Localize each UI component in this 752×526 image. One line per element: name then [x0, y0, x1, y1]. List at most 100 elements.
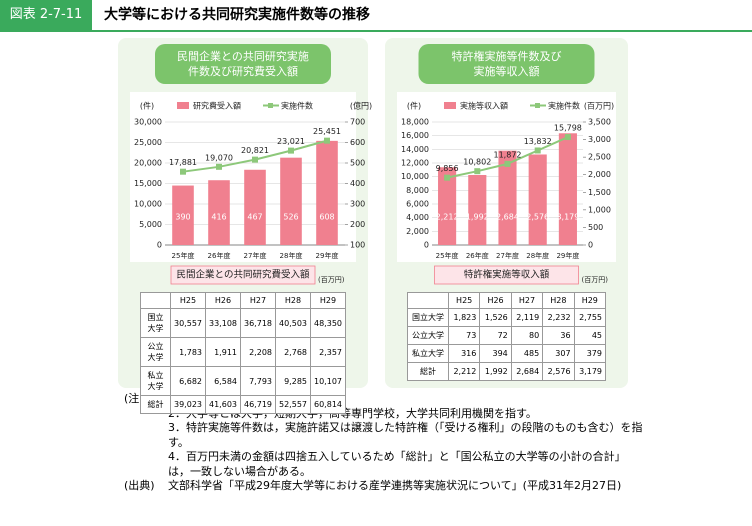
- y-tick-label: 10,000: [134, 200, 162, 209]
- y-tick-label: 5,000: [139, 220, 162, 229]
- table-cell: 73: [447, 326, 481, 345]
- line-marker: [564, 134, 571, 141]
- x-tick-label: 28年度: [280, 251, 303, 260]
- line-marker: [504, 160, 511, 167]
- table-header: H25: [170, 292, 206, 309]
- y-tick-label: 4,000: [406, 213, 429, 222]
- source-row: (出典) 文部科学省「平成29年度大学等における産学連携等実施状況について」(平成…: [124, 479, 644, 494]
- y-tick-label: 12,000: [401, 159, 429, 168]
- table-cell: 41,603: [205, 395, 241, 414]
- panel-heading: 特許権実施等件数及び: [452, 49, 562, 63]
- table-header: H28: [542, 292, 575, 309]
- y-tick-label: 15,000: [134, 179, 162, 188]
- line-label: 15,798: [554, 124, 582, 133]
- table-cell: 307: [542, 344, 575, 363]
- table-cell: 2,232: [542, 308, 575, 327]
- table-cell: 48,350: [310, 308, 346, 338]
- legend-label: 実施件数: [548, 101, 580, 111]
- y2-tick-label: 3,000: [588, 135, 611, 144]
- table-cell: 36: [542, 326, 575, 345]
- table-cell: 9,285: [275, 366, 311, 396]
- y2-tick-label: 2,000: [588, 170, 611, 179]
- data-table: H25 H26 H27 H28 H29 国立大学 30,557 33,108 36,718 40,…: [140, 292, 346, 414]
- line-marker: [444, 174, 451, 181]
- x-tick-label: 29年度: [556, 251, 579, 260]
- y2-tick-label: 0: [588, 241, 593, 250]
- bar: [528, 154, 547, 245]
- line-marker: [288, 147, 294, 154]
- y-tick-label: 0: [157, 241, 162, 250]
- source-label: (出典): [124, 479, 155, 492]
- legend-label: 研究費受入額: [193, 101, 241, 111]
- data-table: H25 H26 H27 H28 H29 国立大学 1,823 1,526 2,119 2,232 2…: [407, 292, 607, 381]
- y-tick-label: 2,000: [406, 227, 429, 236]
- table-cell: 52,557: [275, 395, 311, 414]
- y-tick-label: 18,000: [401, 118, 429, 127]
- line-marker: [216, 163, 222, 170]
- x-tick-label: 28年度: [526, 251, 549, 260]
- table-header: H27: [510, 292, 544, 309]
- y2-tick-label: 100: [350, 241, 365, 250]
- x-tick-label: 26年度: [466, 251, 489, 260]
- bar: [280, 157, 302, 245]
- header: 図表 2-7-11 大学等における共同研究実施件数等の推移: [0, 0, 752, 32]
- table-cell: 私立大学: [407, 344, 449, 363]
- legend-marker: [268, 103, 273, 108]
- table-cell: 30,557: [170, 308, 206, 338]
- bar-label: 2,212: [436, 213, 459, 222]
- table-caption: 民間企業との共同研究費受入額: [177, 269, 310, 281]
- bar-label: 416: [211, 213, 226, 222]
- table-header: H27: [240, 292, 276, 309]
- legend-swatch: [444, 102, 456, 109]
- bar: [438, 167, 457, 245]
- line-label: 20,821: [241, 146, 269, 155]
- x-tick-label: 25年度: [172, 251, 195, 260]
- table-row: 総計 39,023 41,603 46,719 52,557 60,814: [140, 395, 346, 414]
- y2-tick-label: 2,500: [588, 153, 611, 162]
- table-cell: 39,023: [170, 395, 206, 414]
- y-tick-label: 10,000: [401, 172, 429, 181]
- table-cell: 6,682: [170, 366, 206, 396]
- table-cell: 6,584: [205, 366, 241, 396]
- table-caption-box: [434, 265, 579, 285]
- table-row: 公立大学 1,783 1,911 2,208 2,768 2,357: [140, 337, 346, 367]
- line-marker: [180, 168, 186, 175]
- panel-heading-box: [155, 44, 331, 84]
- table-header: H26: [205, 292, 241, 309]
- bar: [172, 185, 194, 245]
- bar-label: 608: [319, 213, 334, 222]
- table-cell: 1,526: [479, 308, 512, 327]
- panel-heading-box: [418, 44, 595, 84]
- y-tick-label: 0: [424, 241, 429, 250]
- table-cell: 46,719: [240, 395, 276, 414]
- table-cell: 80: [510, 326, 544, 345]
- y2-tick-label: 500: [588, 223, 603, 232]
- line-label: 9,856: [436, 164, 459, 173]
- note-row: 4．百万円未満の金額は四捨五入しているため「総計」と「国公私立の大学等の小計の合…: [124, 450, 644, 479]
- bar-label: 526: [283, 213, 298, 222]
- table-header: H25: [447, 292, 481, 309]
- line-label: 19,070: [205, 153, 233, 162]
- table-cell: 総計: [407, 362, 449, 381]
- table-corner: [140, 292, 171, 309]
- legend-label: 実施件数: [281, 101, 313, 111]
- source-text: 文部科学省「平成29年度大学等における産学連携等実施状況について」(平成31年2…: [168, 479, 622, 492]
- table-cell: 2,768: [275, 337, 311, 367]
- line-label: 11,872: [494, 150, 522, 159]
- bar-label: 467: [247, 213, 262, 222]
- figure-label: 図表 2-7-11: [0, 0, 92, 30]
- note-item: 4．百万円未満の金額は四捨五入しているため「総計」と「国公私立の大学等の小計の合…: [168, 450, 626, 478]
- note-label: [124, 450, 168, 479]
- y-axis-label: (件): [407, 101, 421, 111]
- note-label: [124, 421, 168, 450]
- legend-label: 実施等収入額: [460, 101, 508, 111]
- table-cell: 485: [510, 344, 544, 363]
- table-cell: 33,108: [205, 308, 241, 338]
- panel-heading: 民間企業との共同研究実施: [177, 49, 309, 63]
- y2-tick-label: 1,500: [588, 188, 611, 197]
- y-tick-label: 6,000: [406, 200, 429, 209]
- table-header: H29: [310, 292, 346, 309]
- table-cell: 40,503: [275, 308, 311, 338]
- line-marker: [252, 156, 258, 163]
- bar-label: 1,992: [466, 213, 489, 222]
